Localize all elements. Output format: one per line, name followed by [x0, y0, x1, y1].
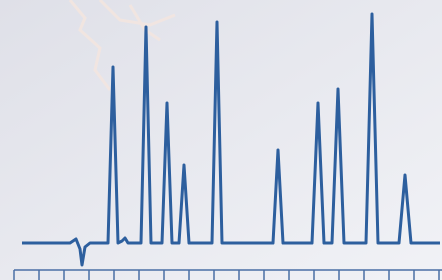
chart — [0, 0, 442, 280]
